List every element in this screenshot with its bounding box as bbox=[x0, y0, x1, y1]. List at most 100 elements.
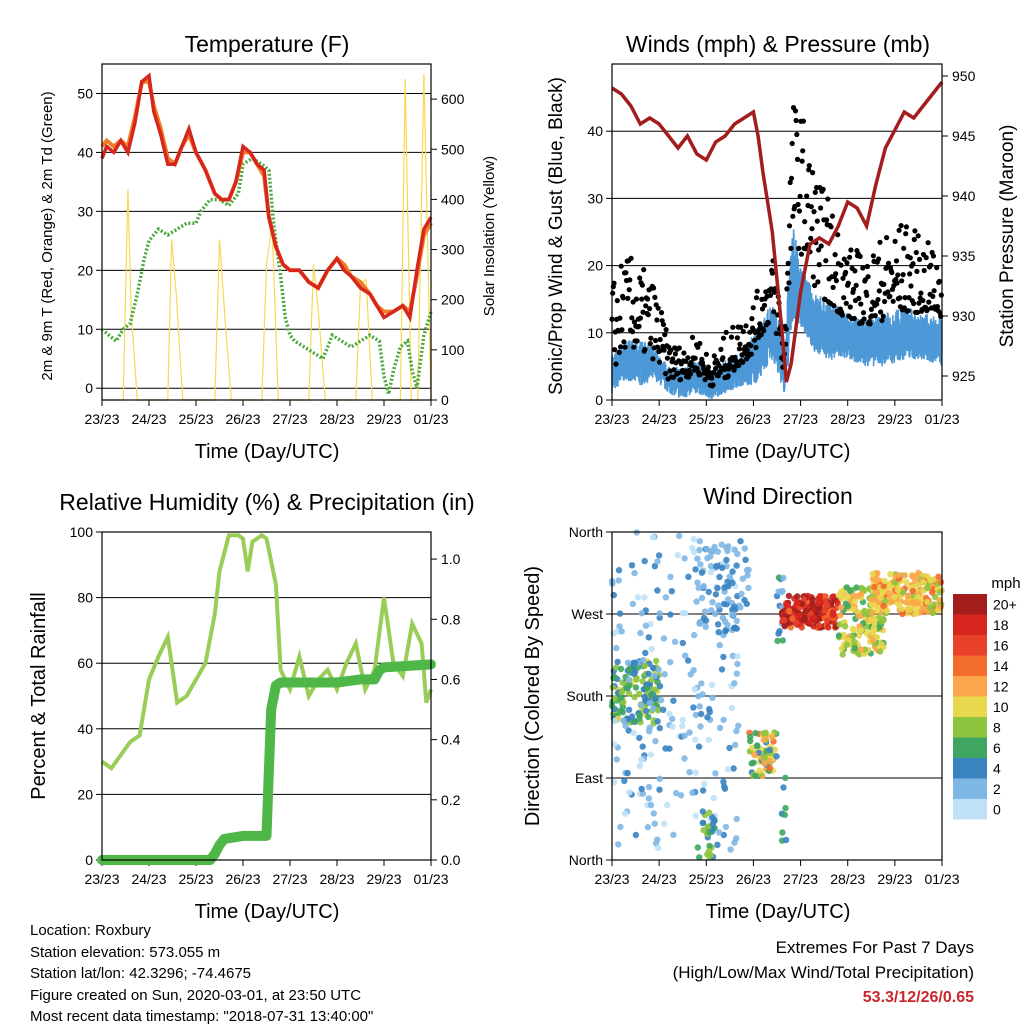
gust-point bbox=[924, 306, 931, 313]
gust-point bbox=[844, 260, 850, 266]
gust-point bbox=[637, 275, 643, 281]
direction-point bbox=[676, 532, 683, 540]
direction-point bbox=[756, 767, 763, 774]
direction-point bbox=[662, 745, 669, 752]
direction-point bbox=[617, 694, 625, 702]
gust-point bbox=[790, 213, 796, 219]
direction-point bbox=[630, 729, 637, 737]
gust-point bbox=[918, 290, 924, 296]
gust-point bbox=[703, 351, 710, 357]
direction-point bbox=[637, 629, 644, 637]
direction-point bbox=[869, 609, 876, 617]
gust-point bbox=[911, 300, 917, 307]
gust-point bbox=[792, 108, 799, 114]
legend-label: 0 bbox=[993, 801, 1001, 817]
gust-point bbox=[664, 355, 671, 361]
direction-point bbox=[851, 638, 858, 646]
direction-point bbox=[708, 681, 716, 688]
y2-tick-label: 0.8 bbox=[441, 611, 461, 627]
gust-point bbox=[810, 170, 816, 176]
winds-plot-area: 0 10 20 30 40 925 930 935 940 945 950 23/23 24/23 25/… bbox=[587, 63, 976, 427]
gust-point bbox=[818, 205, 824, 211]
y-tick-label: 40 bbox=[77, 721, 93, 737]
direction-point bbox=[712, 591, 720, 598]
gust-point bbox=[740, 328, 746, 335]
gust-point bbox=[670, 374, 677, 380]
direction-point bbox=[731, 624, 739, 631]
direction-point bbox=[707, 553, 714, 560]
direction-point bbox=[731, 603, 738, 610]
direction-point bbox=[888, 598, 895, 606]
gust-point bbox=[610, 290, 616, 296]
y-tick-label: 20 bbox=[587, 258, 603, 274]
gust-point bbox=[767, 292, 774, 298]
direction-point bbox=[631, 569, 638, 577]
direction-point bbox=[712, 770, 719, 777]
direction-point bbox=[714, 584, 721, 592]
gust-point bbox=[740, 359, 746, 365]
direction-point bbox=[769, 734, 776, 741]
station-latlon: Station lat/lon: 42.3296; -74.4675 bbox=[30, 965, 252, 982]
direction-point bbox=[749, 744, 756, 752]
direction-point bbox=[869, 570, 876, 578]
gust-point bbox=[797, 193, 803, 199]
direction-point bbox=[720, 716, 727, 723]
direction-point bbox=[669, 723, 676, 730]
gust-point bbox=[793, 117, 799, 124]
legend-swatch bbox=[953, 676, 987, 697]
x-tick-label: 25/23 bbox=[178, 411, 213, 427]
humidity-xlabel: Time (Day/UTC) bbox=[195, 901, 340, 923]
direction-plot-area: North East South West North 23/23 24/23 25/23 26… bbox=[566, 524, 959, 887]
x-tick-label: 27/23 bbox=[272, 411, 307, 427]
y2-tick-label: 200 bbox=[441, 292, 465, 308]
gust-point bbox=[923, 255, 929, 261]
direction-point bbox=[669, 715, 676, 723]
direction-point bbox=[634, 664, 642, 671]
direction-point bbox=[839, 651, 846, 658]
gust-point bbox=[753, 344, 759, 351]
legend-swatch bbox=[953, 717, 987, 738]
gust-point bbox=[901, 245, 907, 251]
direction-point bbox=[690, 704, 697, 711]
gust-point bbox=[870, 253, 877, 259]
gust-point bbox=[912, 228, 918, 234]
gust-point bbox=[914, 268, 920, 274]
gust-point bbox=[796, 208, 803, 214]
gust-point bbox=[651, 285, 657, 291]
gust-point bbox=[657, 336, 663, 343]
direction-point bbox=[621, 810, 629, 817]
x-tick-label: 29/23 bbox=[877, 871, 912, 887]
direction-point bbox=[698, 594, 706, 602]
direction-point bbox=[726, 573, 733, 580]
direction-point bbox=[903, 578, 910, 586]
direction-point bbox=[824, 602, 831, 609]
gust-point bbox=[861, 316, 867, 322]
gust-point bbox=[833, 278, 840, 284]
gust-point bbox=[663, 327, 669, 333]
direction-point bbox=[806, 618, 814, 625]
plot-border bbox=[611, 531, 943, 861]
gust-point bbox=[654, 344, 661, 350]
gust-point bbox=[750, 305, 756, 311]
direction-point bbox=[887, 571, 894, 578]
direction-point bbox=[733, 727, 740, 735]
gust-point bbox=[628, 255, 634, 261]
direction-point bbox=[721, 584, 728, 591]
direction-point bbox=[617, 665, 625, 673]
x-tick-label: 27/23 bbox=[783, 871, 818, 887]
gust-point bbox=[936, 278, 943, 284]
gust-point bbox=[847, 304, 853, 310]
gust-point bbox=[633, 296, 640, 302]
direction-point bbox=[937, 603, 945, 610]
direction-point bbox=[814, 600, 822, 607]
direction-point bbox=[629, 600, 637, 608]
gust-point bbox=[725, 373, 731, 379]
winds-ylabel-right: Station Pressure (Maroon) bbox=[997, 125, 1018, 348]
direction-point bbox=[691, 548, 698, 556]
direction-point bbox=[857, 646, 865, 653]
gust-point bbox=[643, 303, 649, 309]
y2-tick-label: 100 bbox=[441, 342, 465, 358]
gust-point bbox=[796, 245, 802, 251]
direction-point bbox=[615, 577, 622, 584]
